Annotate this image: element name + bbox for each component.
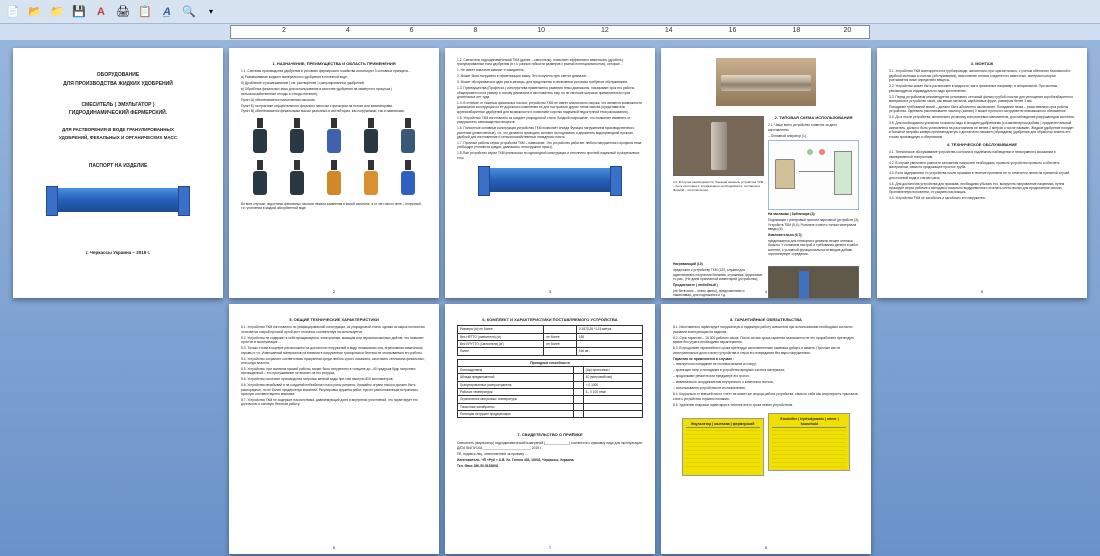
toolbar: 📄 📂 📁 💾 A 🖨 📋 A̲ 🔍 ▾ <box>0 0 1100 24</box>
product-image-pipe <box>480 168 620 192</box>
page-7[interactable]: 6. КОМПЛЕКТ И ХАРАКТЕРИСТИКИ ПОСТАВЛЯЕМО… <box>445 304 655 554</box>
caption: 2.2. В случае необходимостя, бонжная имо… <box>673 180 764 192</box>
title-line: ДЛЯ ПРОИЗВОДСТВА ЖИДКИХ УДОБРЕНИЙ <box>25 81 211 88</box>
horizontal-ruler: 2 4 6 8 10 12 14 16 18 20 <box>230 25 870 39</box>
find-icon[interactable]: A̲ <box>158 3 176 21</box>
ruler-tick: 8 <box>473 27 477 34</box>
photo-installation <box>768 266 859 298</box>
pump-row-2 <box>241 160 427 198</box>
ruler-tick: 20 <box>843 27 851 34</box>
page-6[interactable]: 5. ОБЩИЕ ТЕХНИЧЕСКИЕ ХАРАКТЕРИСТИКИ 5.1.… <box>229 304 439 554</box>
section-title: 1. НАЗНАЧЕНИЕ, ПРЕИМУЩЕСТВА И ОБЛАСТЬ ПР… <box>241 61 427 66</box>
schematic-diagram <box>768 140 859 210</box>
passport-title: ПАСПОРТ НА ИЗДЕЛИЕ <box>25 163 211 170</box>
page-3[interactable]: 1.2. Смеситель гидродинамический ТКМ (да… <box>445 48 655 298</box>
title-line: СМЕСИТЕЛЬ ( ЭМУЛЬГАТОР ) <box>25 102 211 109</box>
section-title: 5. ОБЩИЕ ТЕХНИЧЕСКИЕ ХАРАКТЕРИСТИКИ <box>241 317 427 322</box>
title-line: ГИДРОДИНАМИЧЕСКИЙ ФЕРМЕРСКИЙ. <box>25 110 211 117</box>
ruler-tick: 6 <box>410 27 414 34</box>
note-text: Во всех случаях, недостатки фекальных на… <box>241 202 427 211</box>
body-text: Смеситель (эмульгатор) гидродинамический… <box>457 441 643 469</box>
page-8[interactable]: 8. ГАРАНТИЙНЫЕ ОБЯЗАТЕЛЬСТВА 8.1. Изгото… <box>661 304 871 554</box>
page-number: 7 <box>549 545 551 550</box>
ruler-tick: 12 <box>601 27 609 34</box>
section-title: 8. ГАРАНТИЙНЫЕ ОБЯЗАТЕЛЬСТВА <box>673 317 859 322</box>
page-number: 6 <box>333 545 335 550</box>
page-number: 5 <box>981 289 983 294</box>
page-number: 8 <box>765 545 767 550</box>
new-doc-icon[interactable]: 📄 <box>4 3 22 21</box>
ruler-tick: 2 <box>282 27 286 34</box>
photo-pipe-wood <box>716 58 816 106</box>
photo-mixer-vertical <box>673 116 764 176</box>
ruler-tick: 10 <box>537 27 545 34</box>
body-text: 4.1. Техническое обслуживание устройства… <box>889 150 1075 200</box>
page-number: 4 <box>765 289 767 294</box>
pump-row-1 <box>241 118 427 156</box>
subtitle-line: УДОБРЕНИЙ, ФЕКАЛЬНЫХ И ОРГАНИЧЕСКИХ МАСС <box>25 135 211 141</box>
product-image-pipe <box>48 188 188 212</box>
save-icon[interactable]: 💾 <box>70 3 88 21</box>
font-a-icon[interactable]: A <box>92 3 110 21</box>
page-number: 3 <box>549 289 551 294</box>
section-title: 3. МОНТАЖ <box>889 61 1075 66</box>
body-text: 2. ТИПОВАЯ СХЕМА ИСПОЛЬЗОВАНИЯ 2.1. Чище… <box>768 112 859 258</box>
body-text: 8.1. Изготовитель гарантирует нагруженну… <box>673 325 859 407</box>
page-4[interactable]: 2.2. В случае необходимостя, бонжная имо… <box>661 48 871 298</box>
title-line: ОБОРУДОВАНИЕ <box>25 72 211 79</box>
spec-table-2: Проходные способности Потпаждением(Ар) п… <box>457 359 643 419</box>
product-labels: Эмульгатор | мытвхав | фермерский Emulsi… <box>673 411 859 478</box>
body-text: 3.1. Устройство ТКМ монтируется на трубо… <box>889 69 1075 139</box>
body-text: 5.1. Устройство ТКМ изготовлено по унифи… <box>241 325 427 407</box>
page-area[interactable]: ОБОРУДОВАНИЕ ДЛЯ ПРОИЗВОДСТВА ЖИДКИХ УДО… <box>0 40 1100 556</box>
section-title: 6. КОМПЛЕКТ И ХАРАКТЕРИСТИКИ ПОСТАВЛЯЕМО… <box>457 317 643 322</box>
yellow-label-ru: Эмульгатор | мытвхав | фермерский <box>682 418 764 476</box>
yellow-label-en: Emulsifier | hydrodynamic | miner | hous… <box>768 413 850 471</box>
folder-icon[interactable]: 📁 <box>48 3 66 21</box>
body-text: 1.1. Системы производства удобрения в ус… <box>241 69 427 114</box>
section-title: 4. ТЕХНИЧЕСКОЕ ОБСЛУЖИВАНИЕ <box>889 142 1075 147</box>
page-2[interactable]: 1. НАЗНАЧЕНИЕ, ПРЕИМУЩЕСТВА И ОБЛАСТЬ ПР… <box>229 48 439 298</box>
footer-text: г. Черкассы Украина – 2019 г. <box>25 250 211 256</box>
ruler-tick: 4 <box>346 27 350 34</box>
ruler-tick: 14 <box>665 27 673 34</box>
spec-table-1: Размеры (м) не более0.2870,28 *1.15 метр… <box>457 325 643 355</box>
print-preview-icon[interactable]: 📋 <box>136 3 154 21</box>
body-text: 1.2. Смеситель гидродинамический ТКМ (да… <box>457 58 643 160</box>
ruler-tick: 16 <box>729 27 737 34</box>
zoom-icon[interactable]: 🔍 <box>180 3 198 21</box>
page-1[interactable]: ОБОРУДОВАНИЕ ДЛЯ ПРОИЗВОДСТВА ЖИДКИХ УДО… <box>13 48 223 298</box>
ruler-area: 2 4 6 8 10 12 14 16 18 20 <box>0 24 1100 40</box>
dropdown-icon[interactable]: ▾ <box>202 3 220 21</box>
page-number: 2 <box>333 289 335 294</box>
print-icon[interactable]: 🖨 <box>114 3 132 21</box>
page-5[interactable]: 3. МОНТАЖ 3.1. Устройство ТКМ монтируетс… <box>877 48 1087 298</box>
open-icon[interactable]: 📂 <box>26 3 44 21</box>
section-title: 7. СВИДЕТЕЛЬСТВО О ПРИЁМКЕ <box>457 432 643 437</box>
subtitle-line: ДЛЯ РАСТВОРЕНИЯ В ВОДЕ ГРАНУЛИРОВАННЫХ <box>25 127 211 133</box>
ruler-tick: 18 <box>792 27 800 34</box>
